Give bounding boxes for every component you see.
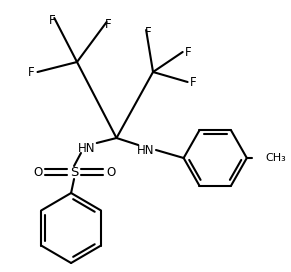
- Text: F: F: [185, 45, 192, 58]
- Text: F: F: [190, 76, 197, 88]
- Text: F: F: [145, 26, 151, 39]
- Text: F: F: [28, 66, 35, 79]
- Text: O: O: [106, 165, 115, 178]
- Text: S: S: [70, 165, 78, 178]
- Text: O: O: [33, 165, 42, 178]
- Text: HN: HN: [137, 144, 155, 156]
- Text: F: F: [49, 14, 56, 26]
- Text: HN: HN: [78, 141, 96, 154]
- Text: F: F: [105, 17, 112, 30]
- Text: CH₃: CH₃: [266, 153, 286, 163]
